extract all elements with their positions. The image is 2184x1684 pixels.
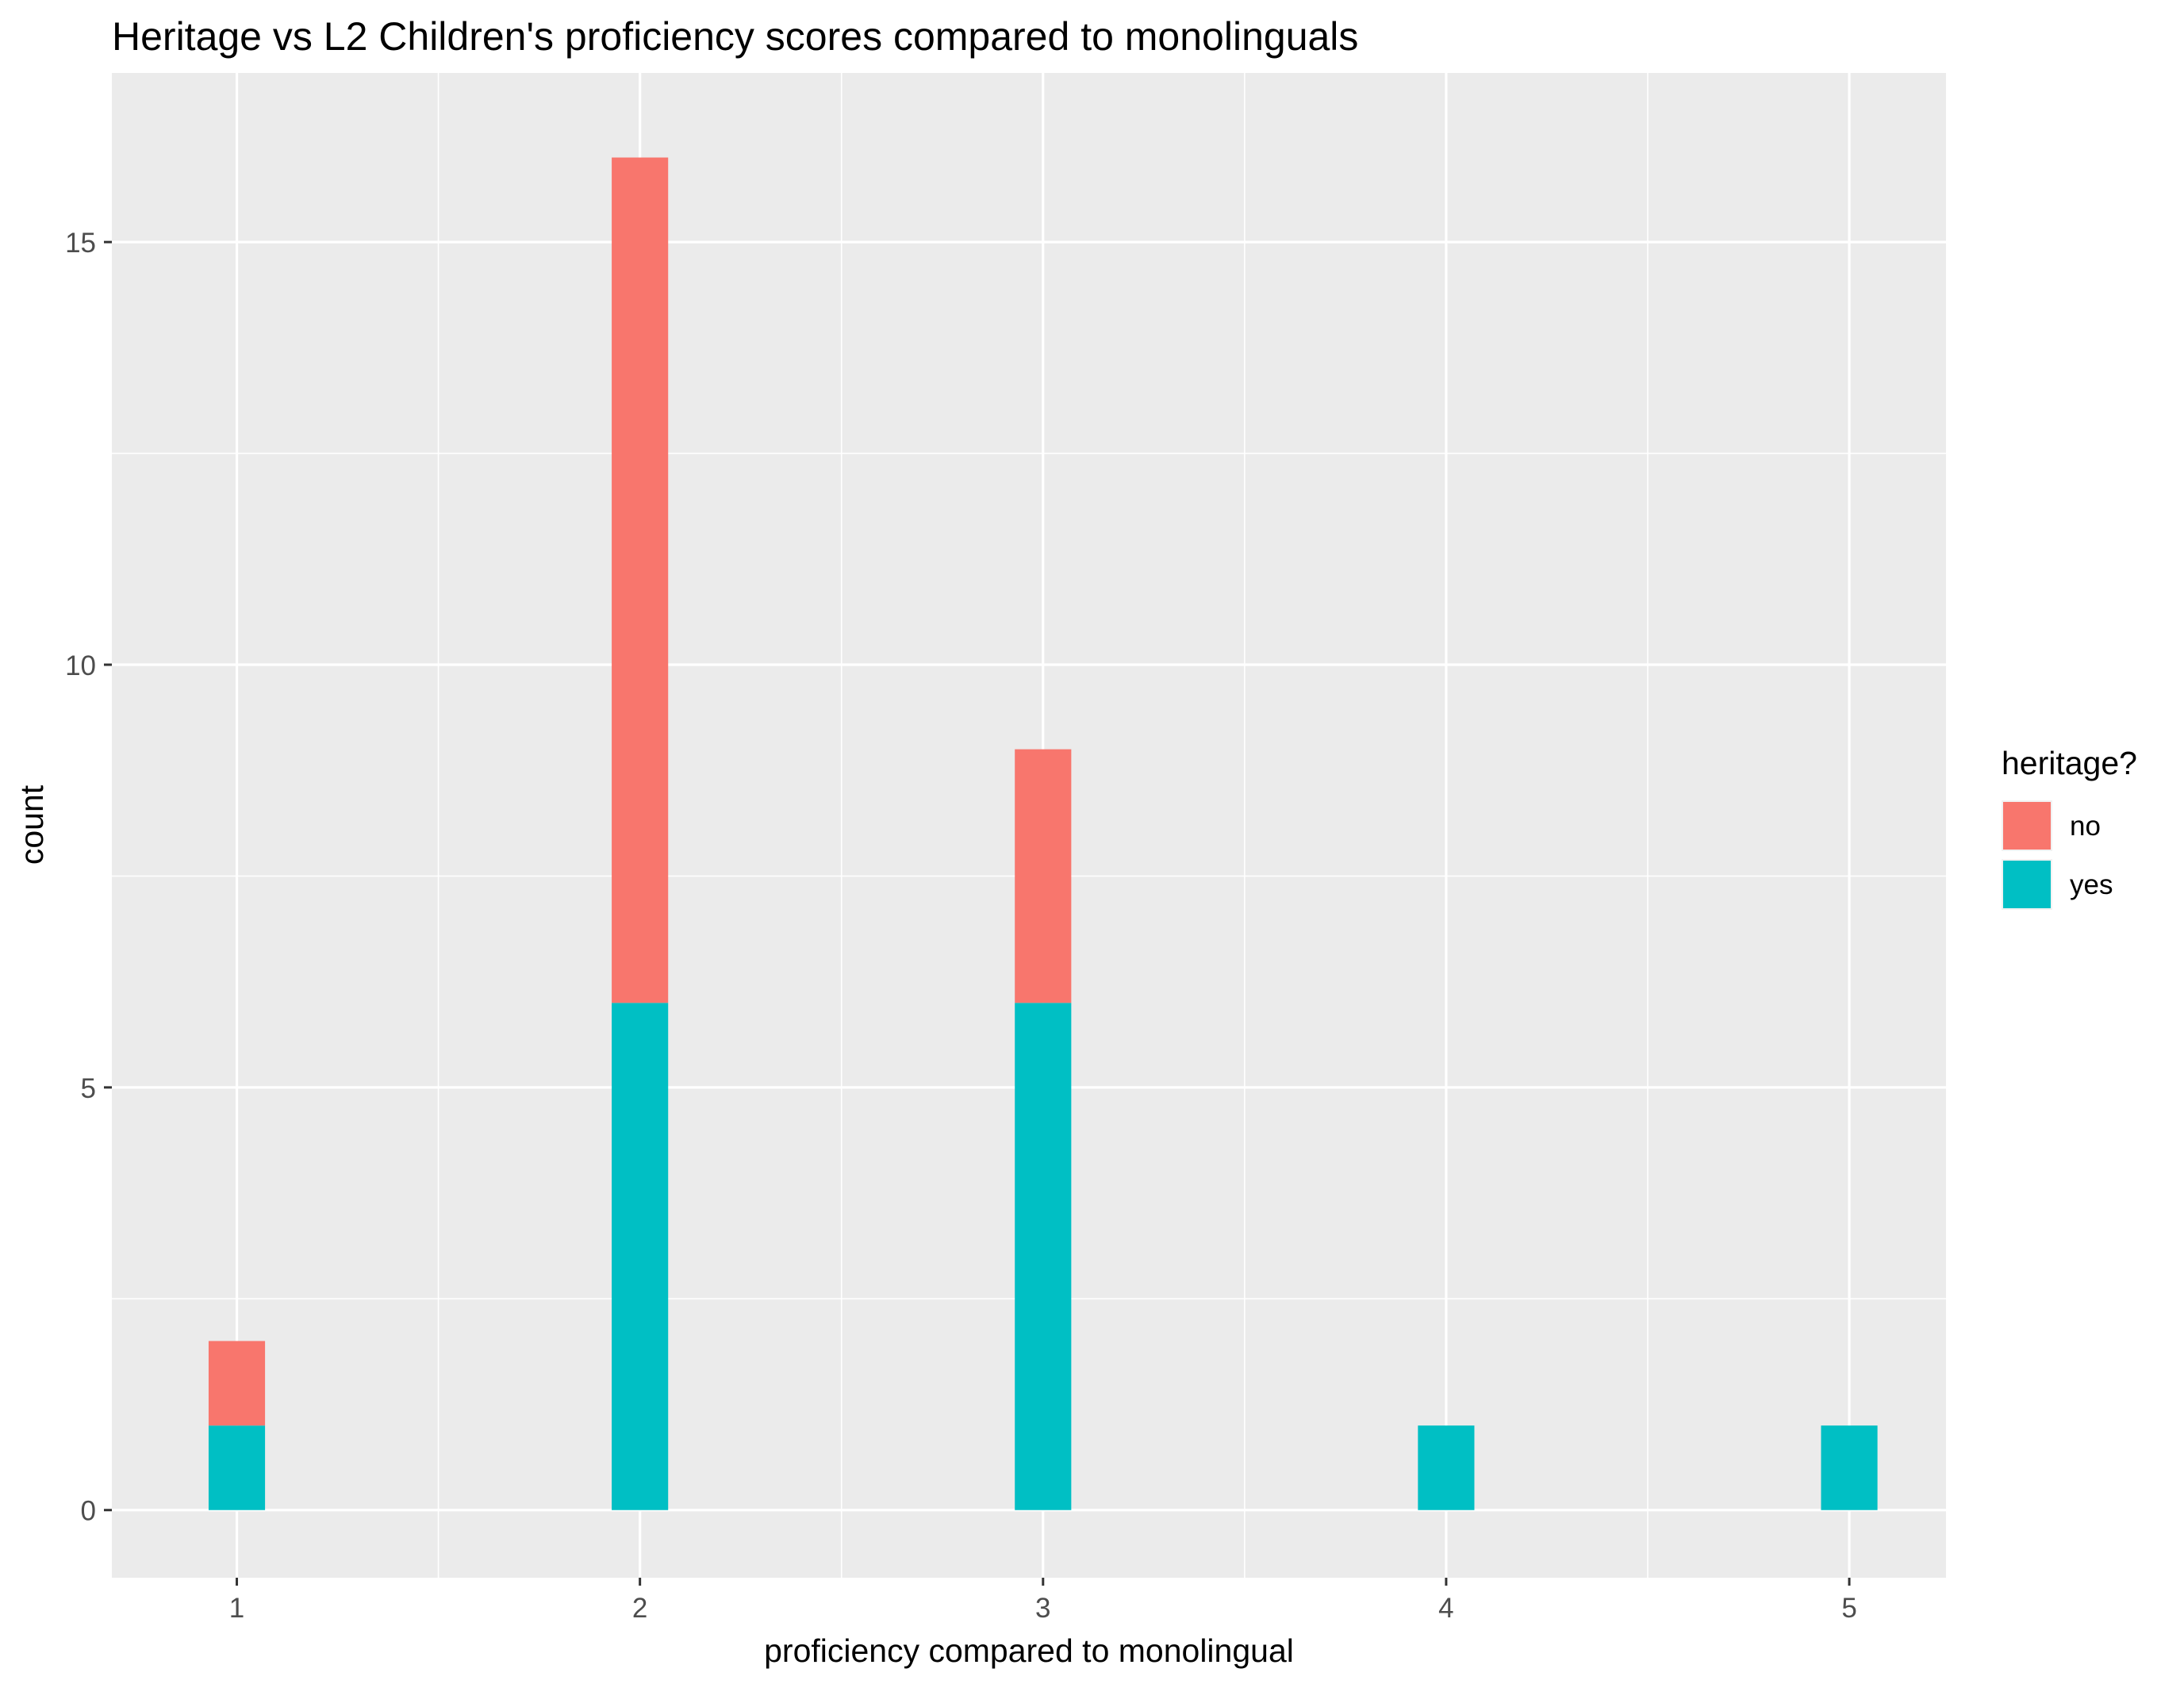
legend-items: no yes bbox=[2002, 800, 2113, 910]
bar-segment-no-2 bbox=[612, 157, 669, 1003]
legend-label-no: no bbox=[2070, 811, 2101, 842]
x-tick-label: 2 bbox=[632, 1593, 647, 1624]
bar-segment-yes-4 bbox=[1418, 1425, 1475, 1510]
x-tick-label: 3 bbox=[1035, 1593, 1050, 1624]
y-tick-label: 0 bbox=[81, 1496, 96, 1527]
chart-title: Heritage vs L2 Children's proficiency sc… bbox=[112, 14, 1358, 59]
bar-segment-yes-5 bbox=[1821, 1425, 1878, 1510]
bar-segment-no-3 bbox=[1015, 749, 1072, 1003]
legend-title: heritage? bbox=[2002, 745, 2137, 781]
legend-swatch-yes bbox=[2003, 861, 2051, 908]
y-tick-label: 5 bbox=[81, 1073, 96, 1104]
y-tick-label: 15 bbox=[65, 228, 96, 259]
x-tick-label: 5 bbox=[1841, 1593, 1856, 1624]
x-axis-label: proficiency compared to monolingual bbox=[764, 1632, 1294, 1669]
legend: heritage? no yes bbox=[2002, 745, 2137, 910]
x-tick-label: 1 bbox=[229, 1593, 244, 1624]
x-tick-label: 4 bbox=[1438, 1593, 1453, 1624]
bar-segment-no-1 bbox=[208, 1341, 266, 1426]
bar-segment-yes-2 bbox=[612, 1003, 669, 1510]
y-tick-label: 10 bbox=[65, 650, 96, 681]
legend-swatch-no bbox=[2003, 802, 2051, 850]
bars-group bbox=[208, 157, 1878, 1510]
legend-label-yes: yes bbox=[2070, 869, 2113, 900]
y-axis: 0 5 10 15 bbox=[65, 228, 112, 1527]
bar-segment-yes-3 bbox=[1015, 1003, 1072, 1510]
y-axis-label: count bbox=[13, 784, 50, 865]
x-axis: 1 2 3 4 5 bbox=[229, 1578, 1857, 1624]
bar-segment-yes-1 bbox=[208, 1425, 266, 1510]
